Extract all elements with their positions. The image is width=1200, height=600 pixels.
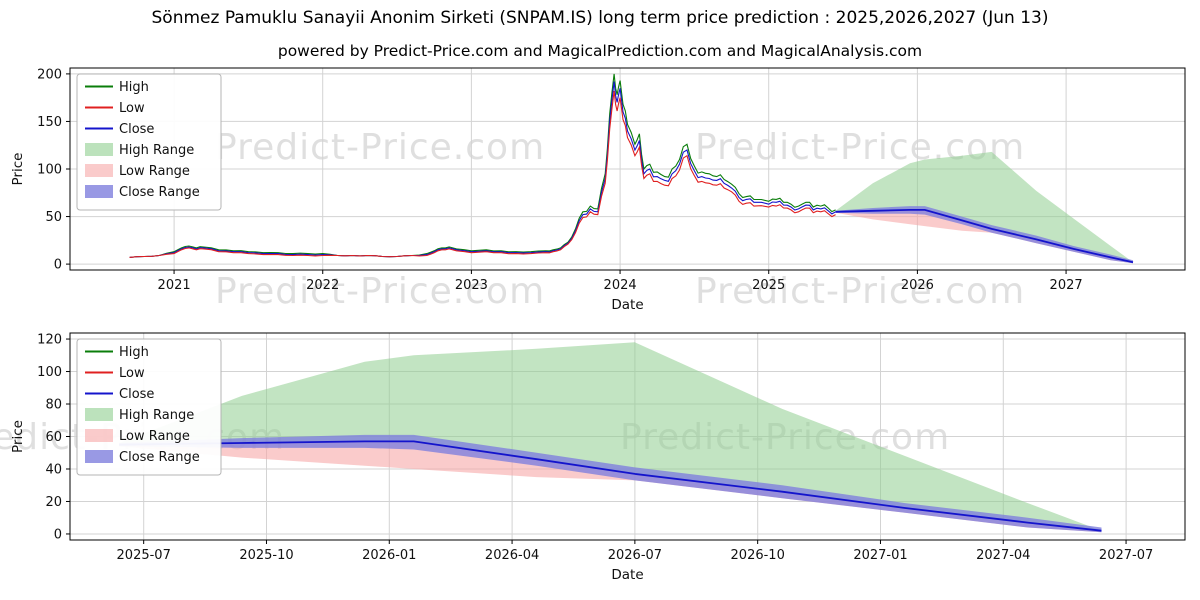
low-range-band	[119, 441, 1102, 533]
x-tick-label: 2022	[306, 278, 339, 293]
legend-label: High	[119, 80, 149, 95]
legend-label: High Range	[119, 408, 194, 423]
legend-item-high: High	[85, 345, 149, 360]
y-axis-label: Price	[10, 420, 26, 453]
legend-label: Close	[119, 387, 154, 402]
legend-item-low-range: Low Range	[85, 164, 190, 179]
history-high-line	[129, 73, 836, 258]
watermark-text: Predict-Price.com	[695, 271, 1026, 312]
legend-item-high-range: High Range	[85, 408, 194, 423]
legend-label: High	[119, 345, 149, 360]
history-close-line	[129, 81, 836, 258]
legend-item-low: Low	[85, 101, 145, 116]
legend-patch-swatch	[85, 450, 113, 463]
y-tick-label: 20	[45, 495, 62, 510]
y-tick-label: 100	[37, 163, 62, 178]
legend-label: Close	[119, 122, 154, 137]
history-low-line	[129, 90, 836, 258]
x-tick-label: 2027	[1050, 278, 1083, 293]
legend-item-high: High	[85, 80, 149, 95]
legend-label: Close Range	[119, 185, 200, 200]
legend-item-close-range: Close Range	[85, 185, 200, 200]
y-tick-label: 80	[45, 398, 62, 413]
x-tick-label: 2025-10	[239, 548, 293, 563]
x-tick-label: 2026	[901, 278, 934, 293]
x-tick-label: 2027-01	[853, 548, 907, 563]
y-tick-label: 150	[37, 115, 62, 130]
legend-patch-swatch	[85, 143, 113, 156]
prediction-detail-chart: 0 20 40 60 80 100 120 2025-07 2025-10 2026-01 2026…	[10, 332, 1186, 583]
legend-item-close: Close	[85, 387, 154, 402]
watermark-text: Predict-Price.com	[215, 271, 546, 312]
x-tick-label: 2021	[158, 278, 191, 293]
legend-patch-swatch	[85, 408, 113, 421]
legend-patch-swatch	[85, 429, 113, 442]
legend-label: Close Range	[119, 450, 200, 465]
legend-item-low: Low	[85, 366, 145, 381]
y-tick-label: 100	[37, 365, 62, 380]
legend-label: Low Range	[119, 429, 190, 444]
y-tick-label: 0	[54, 258, 62, 273]
legend-label: Low	[119, 366, 145, 381]
legend-label: High Range	[119, 143, 194, 158]
y-axis-label: Price	[10, 153, 26, 186]
prediction-close-line	[835, 208, 1134, 264]
legend-label: Low Range	[119, 164, 190, 179]
x-tick-label: 2027-07	[1099, 548, 1153, 563]
x-tick-label: 2025	[752, 278, 785, 293]
page-subtitle: powered by Predict-Price.com and Magical…	[277, 42, 923, 60]
legend-item-high-range: High Range	[85, 143, 194, 158]
high-range-band	[835, 151, 1133, 263]
legend-item-close-range: Close Range	[85, 450, 200, 465]
y-tick-label: 0	[54, 528, 62, 543]
high-range-band	[119, 342, 1102, 531]
x-tick-label: 2026-01	[362, 548, 416, 563]
y-tick-label: 200	[37, 67, 62, 82]
legend-item-low-range: Low Range	[85, 429, 190, 444]
price-history-and-prediction-chart: 0 50 100 150 200 2021 2022 2023 2024 2025 2026 2027…	[10, 67, 1186, 313]
y-tick-label: 120	[37, 333, 62, 348]
x-tick-label: 2025-07	[117, 548, 171, 563]
x-tick-label: 2026-07	[608, 548, 662, 563]
legend-item-close: Close	[85, 122, 154, 137]
y-tick-label: 50	[45, 210, 62, 225]
x-tick-label: 2027-04	[976, 548, 1030, 563]
low-range-band	[835, 209, 1133, 264]
y-tick-label: 40	[45, 463, 62, 478]
prediction-close-line	[119, 440, 1102, 532]
y-tick-label: 60	[45, 430, 62, 445]
watermark-text: Predict-Price.com	[215, 127, 546, 168]
x-tick-label: 2024	[604, 278, 637, 293]
x-tick-label: 2023	[455, 278, 488, 293]
legend-patch-swatch	[85, 164, 113, 177]
x-tick-label: 2026-04	[485, 548, 539, 563]
legend-label: Low	[119, 101, 145, 116]
x-axis-label: Date	[611, 297, 643, 313]
page-title: Sönmez Pamuklu Sanayii Anonim Sirketi (S…	[151, 8, 1049, 28]
x-axis-label: Date	[611, 567, 643, 583]
x-tick-label: 2026-10	[731, 548, 785, 563]
legend-patch-swatch	[85, 185, 113, 198]
